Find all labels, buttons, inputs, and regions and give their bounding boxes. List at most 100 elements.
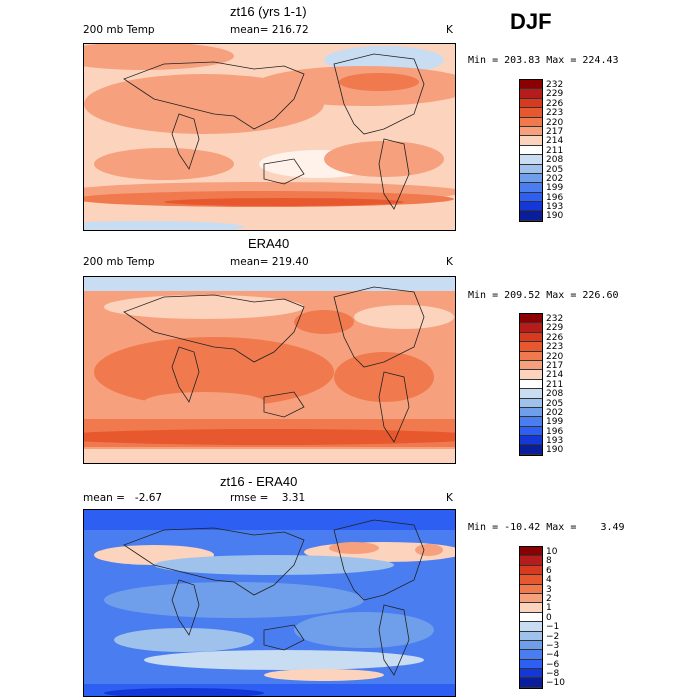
panel2-title: ERA40 <box>248 236 290 251</box>
colorbar-tick-label: 202 <box>546 407 564 418</box>
season-label: DJF <box>510 9 552 34</box>
colorbar-segment <box>520 389 542 399</box>
colorbar-segment <box>520 659 542 670</box>
colorbar-segment <box>520 379 542 390</box>
colorbar-tick-label: 226 <box>546 98 564 109</box>
colorbar-tick-label: 2 <box>546 593 552 604</box>
colorbar-tick-label: 217 <box>546 360 564 371</box>
panel3-map <box>83 509 456 697</box>
colorbar-segment <box>520 417 542 427</box>
colorbar-tick-label: 193 <box>546 436 564 447</box>
colorbar-tick-label: 10 <box>546 547 558 557</box>
colorbar-tick-label: 0 <box>546 612 552 623</box>
panel2-colorbar <box>519 313 543 456</box>
panel1-mean: mean= 216.72 <box>230 24 309 36</box>
colorbar-tick-label: −8 <box>546 669 560 680</box>
colorbar-segment <box>520 155 542 165</box>
colorbar-segment <box>520 89 542 99</box>
colorbar-tick-label: 229 <box>546 323 564 334</box>
colorbar-segment <box>520 398 542 408</box>
colorbar-segment <box>520 612 542 623</box>
panel2-map <box>83 276 456 464</box>
colorbar-tick-label: 6 <box>546 565 552 576</box>
colorbar-tick-label: 199 <box>546 417 564 428</box>
colorbar-tick-label: 214 <box>546 370 564 381</box>
colorbar-tick-label: 223 <box>546 108 564 119</box>
panel3-heatmap <box>84 510 455 696</box>
colorbar-tick-label: 1 <box>546 603 552 614</box>
colorbar-tick-label: 220 <box>546 117 564 128</box>
colorbar-segment <box>520 211 542 221</box>
colorbar-tick-label: 205 <box>546 398 564 409</box>
colorbar-tick-label: 232 <box>546 314 564 324</box>
colorbar-segment <box>520 631 542 641</box>
panel1-heatmap <box>84 44 455 230</box>
colorbar-tick-label: 199 <box>546 183 564 194</box>
colorbar-segment <box>520 80 542 90</box>
colorbar-segment <box>520 678 542 688</box>
colorbar-segment <box>520 164 542 174</box>
colorbar-tick-label: 190 <box>546 445 564 456</box>
colorbar-segment <box>520 650 542 660</box>
colorbar-tick-label: 211 <box>546 145 564 156</box>
colorbar-segment <box>520 640 542 651</box>
colorbar-segment <box>520 136 542 146</box>
colorbar-segment <box>520 603 542 613</box>
panel3-colorbar <box>519 546 543 689</box>
colorbar-segment <box>520 565 542 576</box>
colorbar-segment <box>520 314 542 324</box>
colorbar-segment <box>520 202 542 212</box>
colorbar-tick-label: 202 <box>546 173 564 184</box>
colorbar-segment <box>520 556 542 566</box>
panel1-map <box>83 43 456 231</box>
colorbar-tick-label: 229 <box>546 89 564 100</box>
panel1-colorbar <box>519 79 543 222</box>
colorbar-segment <box>520 584 542 594</box>
colorbar-segment <box>520 117 542 127</box>
colorbar-segment <box>520 370 542 380</box>
colorbar-segment <box>520 108 542 118</box>
panel3-min-max: Min = -10.42 Max = 3.49 <box>468 522 625 533</box>
panel2-min-max: Min = 209.52 Max = 226.60 <box>468 290 619 301</box>
panel2-variable-label: 200 mb Temp <box>83 256 155 268</box>
colorbar-segment <box>520 593 542 604</box>
colorbar-tick-label: −10 <box>546 678 565 689</box>
colorbar-segment <box>520 173 542 184</box>
colorbar-segment <box>520 126 542 137</box>
colorbar-tick-label: −1 <box>546 622 560 633</box>
panel1-units: K <box>446 24 453 36</box>
colorbar-tick-label: −3 <box>546 640 560 651</box>
colorbar-tick-label: 4 <box>546 575 552 586</box>
colorbar-segment <box>520 547 542 557</box>
panel3-units: K <box>446 492 453 504</box>
colorbar-tick-label: 8 <box>546 556 552 567</box>
colorbar-tick-label: 232 <box>546 80 564 90</box>
colorbar-segment <box>520 323 542 333</box>
panel2-mean: mean= 219.40 <box>230 256 309 268</box>
panel3-colorbar-ticks: 10 8 6 4 3 2 1 0 −1 −2 −3 −4 −6 −8 −10 <box>546 547 565 689</box>
colorbar-segment <box>520 183 542 193</box>
colorbar-tick-label: −6 <box>546 659 560 670</box>
colorbar-segment <box>520 98 542 109</box>
colorbar-tick-label: 190 <box>546 211 564 222</box>
colorbar-segment <box>520 575 542 585</box>
colorbar-tick-label: 3 <box>546 584 552 595</box>
colorbar-segment <box>520 360 542 371</box>
panel3-mean: mean = -2.67 <box>83 492 163 504</box>
colorbar-tick-label: −4 <box>546 650 560 661</box>
panel2-units: K <box>446 256 453 268</box>
colorbar-tick-label: 223 <box>546 342 564 353</box>
panel1-colorbar-ticks: 232 229 226 223 220 217 214 211 208 205 202 199 196 1… <box>546 80 564 222</box>
colorbar-tick-label: 193 <box>546 202 564 213</box>
colorbar-tick-label: 220 <box>546 351 564 362</box>
colorbar-segment <box>520 332 542 343</box>
panel3-rmse: rmse = 3.31 <box>230 492 306 504</box>
colorbar-segment <box>520 145 542 156</box>
colorbar-segment <box>520 192 542 203</box>
panel2-heatmap <box>84 277 455 463</box>
colorbar-tick-label: 205 <box>546 164 564 175</box>
colorbar-tick-label: 196 <box>546 426 564 437</box>
colorbar-segment <box>520 426 542 437</box>
panel1-min-max: Min = 203.83 Max = 224.43 <box>468 55 619 66</box>
colorbar-tick-label: 208 <box>546 155 564 166</box>
